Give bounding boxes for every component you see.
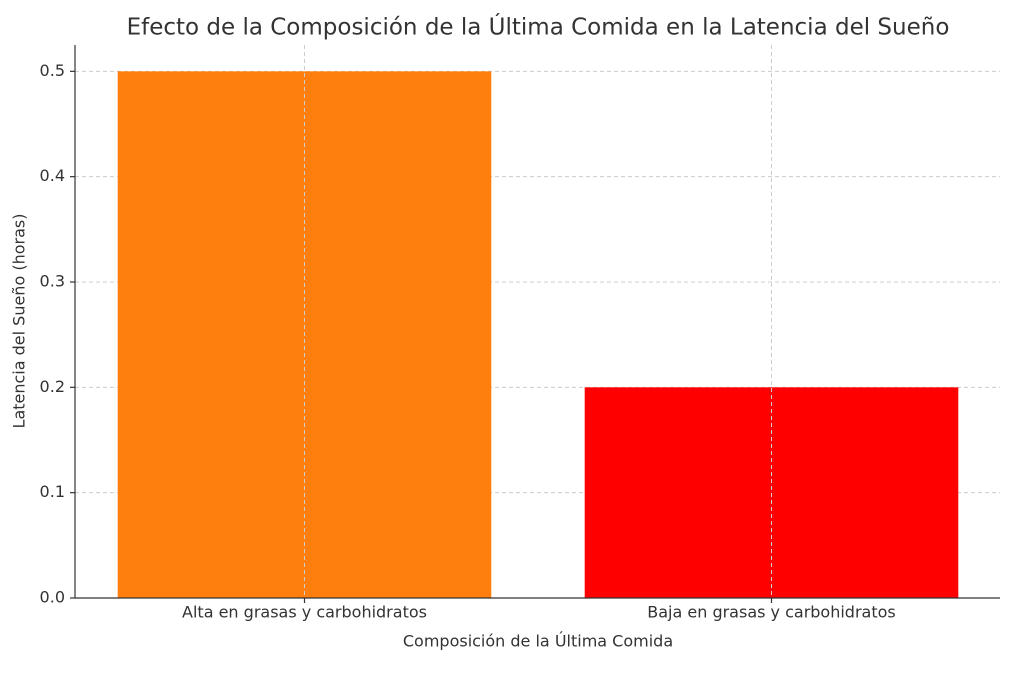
chart-title: Efecto de la Composición de la Última Co… bbox=[127, 13, 950, 41]
x-tick-label: Baja en grasas y carbohidratos bbox=[647, 603, 896, 622]
bar bbox=[584, 387, 959, 598]
y-tick-label: 0.1 bbox=[40, 482, 65, 501]
y-tick-label: 0.2 bbox=[40, 377, 65, 396]
y-tick-label: 0.0 bbox=[40, 588, 65, 607]
x-tick-label: Alta en grasas y carbohidratos bbox=[182, 603, 427, 622]
y-tick-label: 0.3 bbox=[40, 272, 65, 291]
y-tick-label: 0.4 bbox=[40, 166, 65, 185]
y-tick-label: 0.5 bbox=[40, 61, 65, 80]
x-axis-label: Composición de la Última Comida bbox=[403, 632, 673, 651]
y-axis-label: Latencia del Sueño (horas) bbox=[10, 214, 29, 429]
